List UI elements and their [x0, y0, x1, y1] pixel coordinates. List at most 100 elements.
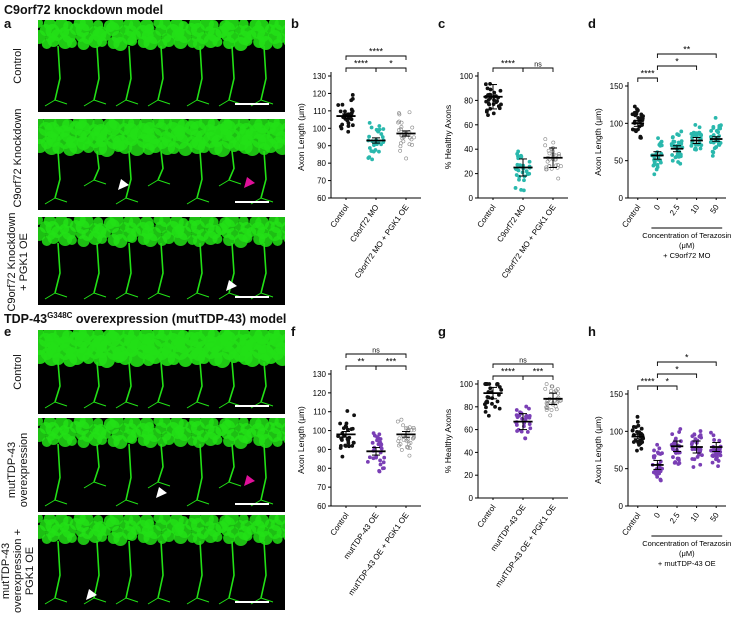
data-point [709, 134, 713, 139]
x-tick-label: 0 [652, 511, 662, 520]
x-tick-label: 0 [652, 203, 662, 212]
data-point [380, 135, 385, 139]
y-tick-label: 0 [469, 194, 474, 203]
data-point [524, 414, 528, 419]
data-point [632, 110, 637, 115]
y-tick-label: 150 [610, 390, 624, 399]
x-tick-label: Control [328, 203, 350, 229]
data-point [675, 132, 680, 137]
data-point [658, 465, 662, 470]
significance-bracket [492, 67, 524, 72]
data-point [345, 437, 350, 441]
data-point [407, 142, 412, 147]
y-tick-label: 120 [313, 389, 327, 398]
data-point [658, 143, 663, 148]
y-tick-label: 0 [619, 194, 624, 203]
data-point [635, 414, 640, 419]
data-point [344, 425, 349, 429]
data-point [712, 438, 716, 442]
data-point [544, 405, 549, 410]
x-tick-label: Control [620, 511, 642, 537]
data-point [404, 156, 409, 161]
y-tick-label: 20 [464, 471, 473, 480]
data-point [528, 426, 533, 431]
panel-label-h: h [588, 324, 596, 339]
data-point [656, 451, 661, 456]
data-point [397, 436, 402, 441]
data-point [493, 404, 497, 409]
data-point [670, 432, 675, 437]
data-point [639, 426, 644, 431]
image-label-a2: C9orf72 Knockdown [12, 108, 24, 208]
data-point [484, 405, 488, 410]
data-point [515, 151, 520, 156]
significance-label: * [685, 353, 689, 363]
data-point [698, 429, 703, 433]
data-point [410, 142, 414, 147]
data-point [555, 400, 560, 405]
data-point [544, 401, 549, 406]
micrograph-a-control [38, 20, 285, 112]
data-point [654, 472, 659, 476]
y-tick-label: 70 [317, 483, 326, 492]
data-point [367, 120, 372, 125]
data-point [657, 446, 662, 451]
significance-bracket [637, 385, 658, 390]
image-label-e2: mutTDP-43 overexpression [6, 432, 30, 508]
x-tick-label: C9orf72 MO + PGK1 OE [353, 203, 411, 280]
data-point [519, 187, 523, 192]
data-point [398, 148, 403, 153]
data-point [712, 146, 717, 151]
significance-label: **** [501, 367, 516, 377]
data-point [658, 469, 663, 474]
data-point [675, 456, 680, 461]
data-point [412, 427, 417, 432]
data-point [699, 435, 704, 440]
data-point [379, 446, 384, 451]
data-point [336, 103, 341, 107]
data-point [679, 129, 684, 134]
data-point [636, 127, 640, 132]
data-point [524, 169, 529, 174]
y-tick-label: 100 [313, 427, 327, 436]
significance-label: *** [386, 357, 397, 367]
data-point [525, 430, 530, 434]
significance-label: ns [534, 62, 542, 69]
data-point [655, 442, 660, 447]
y-tick-label: 60 [317, 194, 326, 203]
y-axis-label: Axon Length (μm) [296, 103, 306, 171]
data-point [395, 419, 400, 424]
data-point [673, 155, 678, 160]
data-point [544, 167, 549, 172]
data-point [346, 124, 351, 128]
chart-f: 60 70 80 90 100 110 120 130 Axon Length (μm) Cont… [296, 348, 421, 597]
data-point [689, 143, 694, 148]
significance-bracket [656, 53, 717, 58]
panel-label-g: g [438, 324, 446, 339]
group-label: Concentration of Terazosin [642, 539, 731, 548]
data-point [340, 454, 345, 459]
significance-bracket [375, 67, 407, 72]
data-point [549, 408, 554, 412]
data-point [543, 386, 548, 391]
y-tick-label: 60 [317, 502, 326, 511]
data-point [398, 141, 403, 146]
data-point [338, 421, 343, 426]
data-point [485, 395, 490, 399]
data-point [483, 409, 488, 414]
y-tick-label: 90 [317, 445, 326, 454]
data-point [544, 165, 549, 170]
data-point [369, 125, 374, 130]
data-point [519, 429, 524, 434]
y-tick-label: 110 [313, 408, 326, 417]
data-point [396, 128, 401, 133]
data-point [710, 460, 715, 465]
x-tick-label: Control [620, 203, 642, 229]
data-point [523, 436, 528, 441]
significance-label: * [665, 377, 669, 387]
data-point [410, 125, 415, 130]
data-point [497, 106, 502, 111]
significance-label: **** [369, 47, 384, 57]
data-point [718, 453, 723, 458]
